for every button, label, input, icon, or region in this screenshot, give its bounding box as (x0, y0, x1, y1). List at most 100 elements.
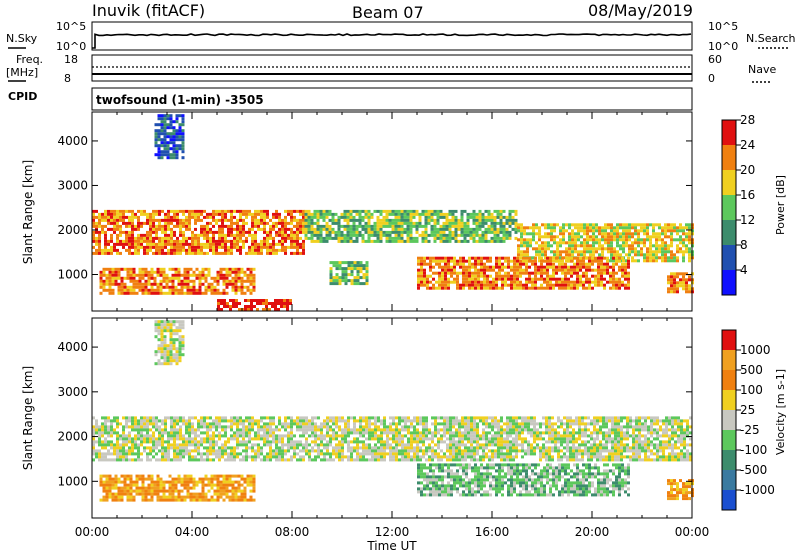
data-cell (161, 458, 164, 462)
data-cell (172, 147, 176, 151)
data-cell (451, 236, 455, 240)
data-cell (447, 262, 450, 266)
data-cell (501, 286, 504, 290)
data-cell (444, 280, 447, 284)
data-cell (299, 455, 302, 459)
data-cell (263, 422, 266, 426)
data-cell (433, 209, 437, 213)
data-cell (362, 452, 365, 456)
data-cell (365, 437, 368, 441)
data-cell (420, 280, 423, 284)
data-cell (479, 437, 482, 441)
data-cell (404, 458, 407, 462)
data-cell (585, 274, 588, 278)
data-cell (277, 302, 280, 305)
data-cell (236, 218, 239, 222)
data-cell (379, 209, 383, 213)
data-cell (185, 209, 188, 213)
data-cell (358, 209, 362, 213)
data-cell (257, 248, 260, 252)
data-cell (466, 239, 470, 243)
data-cell (534, 265, 537, 269)
nsky-traces (92, 33, 692, 49)
data-cell (380, 443, 383, 447)
data-cell (410, 458, 413, 462)
data-cell (221, 209, 224, 213)
data-cell (588, 259, 591, 263)
data-cell (132, 276, 136, 280)
data-cell (477, 277, 480, 281)
data-cell (664, 253, 667, 257)
data-cell (141, 270, 145, 274)
data-cell (117, 273, 121, 277)
data-cell (131, 428, 134, 432)
data-cell (293, 443, 296, 447)
data-cell (163, 150, 167, 154)
data-cell (670, 238, 673, 242)
data-cell (487, 212, 491, 216)
data-cell (388, 239, 392, 243)
data-cell (129, 279, 133, 283)
data-cell (332, 449, 335, 453)
data-cell (230, 245, 233, 249)
data-cell (347, 264, 351, 268)
data-cell (588, 256, 591, 260)
data-cell (200, 209, 203, 213)
nsky-top-tick: 10^5 (56, 20, 86, 33)
data-cell (314, 440, 317, 444)
data-cell (281, 458, 284, 462)
data-cell (486, 259, 489, 263)
data-cell (552, 271, 555, 275)
data-cell (206, 449, 209, 453)
data-cell (580, 253, 583, 257)
data-cell (688, 284, 691, 288)
data-cell (176, 224, 179, 228)
data-cell (449, 446, 452, 450)
data-cell (567, 268, 570, 272)
data-cell (413, 431, 416, 435)
data-cell (412, 215, 416, 219)
data-cell (236, 227, 239, 231)
data-cell (570, 280, 573, 284)
data-cell (164, 221, 167, 225)
data-cell (311, 446, 314, 450)
data-cell (485, 422, 488, 426)
data-cell (326, 440, 329, 444)
data-cell (436, 209, 440, 213)
data-cell (246, 288, 250, 292)
data-cell (634, 253, 637, 257)
data-cell (260, 245, 263, 249)
data-cell (356, 428, 359, 432)
data-cell (469, 233, 473, 237)
data-cell (380, 449, 383, 453)
data-cell (451, 230, 455, 234)
data-cell (239, 458, 242, 462)
data-cell (389, 425, 392, 429)
data-cell (189, 279, 193, 283)
data-cell (263, 227, 266, 231)
data-cell (547, 244, 550, 248)
data-cell (176, 215, 179, 219)
data-cell (389, 428, 392, 432)
data-cell (461, 416, 464, 420)
data-cell (468, 256, 471, 260)
data-cell (128, 431, 131, 435)
data-cell (470, 458, 473, 462)
data-cell (534, 283, 537, 287)
data-cell (113, 449, 116, 453)
data-cell (621, 265, 624, 269)
data-cell (167, 215, 170, 219)
data-cell (316, 212, 320, 216)
data-cell (246, 285, 250, 289)
data-cell (571, 250, 574, 254)
data-cell (233, 455, 236, 459)
data-cell (119, 218, 122, 222)
data-cell (182, 221, 185, 225)
data-cell (491, 455, 494, 459)
data-cell (421, 233, 425, 237)
data-cell (134, 452, 137, 456)
data-cell (209, 428, 212, 432)
data-cell (233, 449, 236, 453)
data-cell (116, 449, 119, 453)
data-cell (398, 419, 401, 423)
